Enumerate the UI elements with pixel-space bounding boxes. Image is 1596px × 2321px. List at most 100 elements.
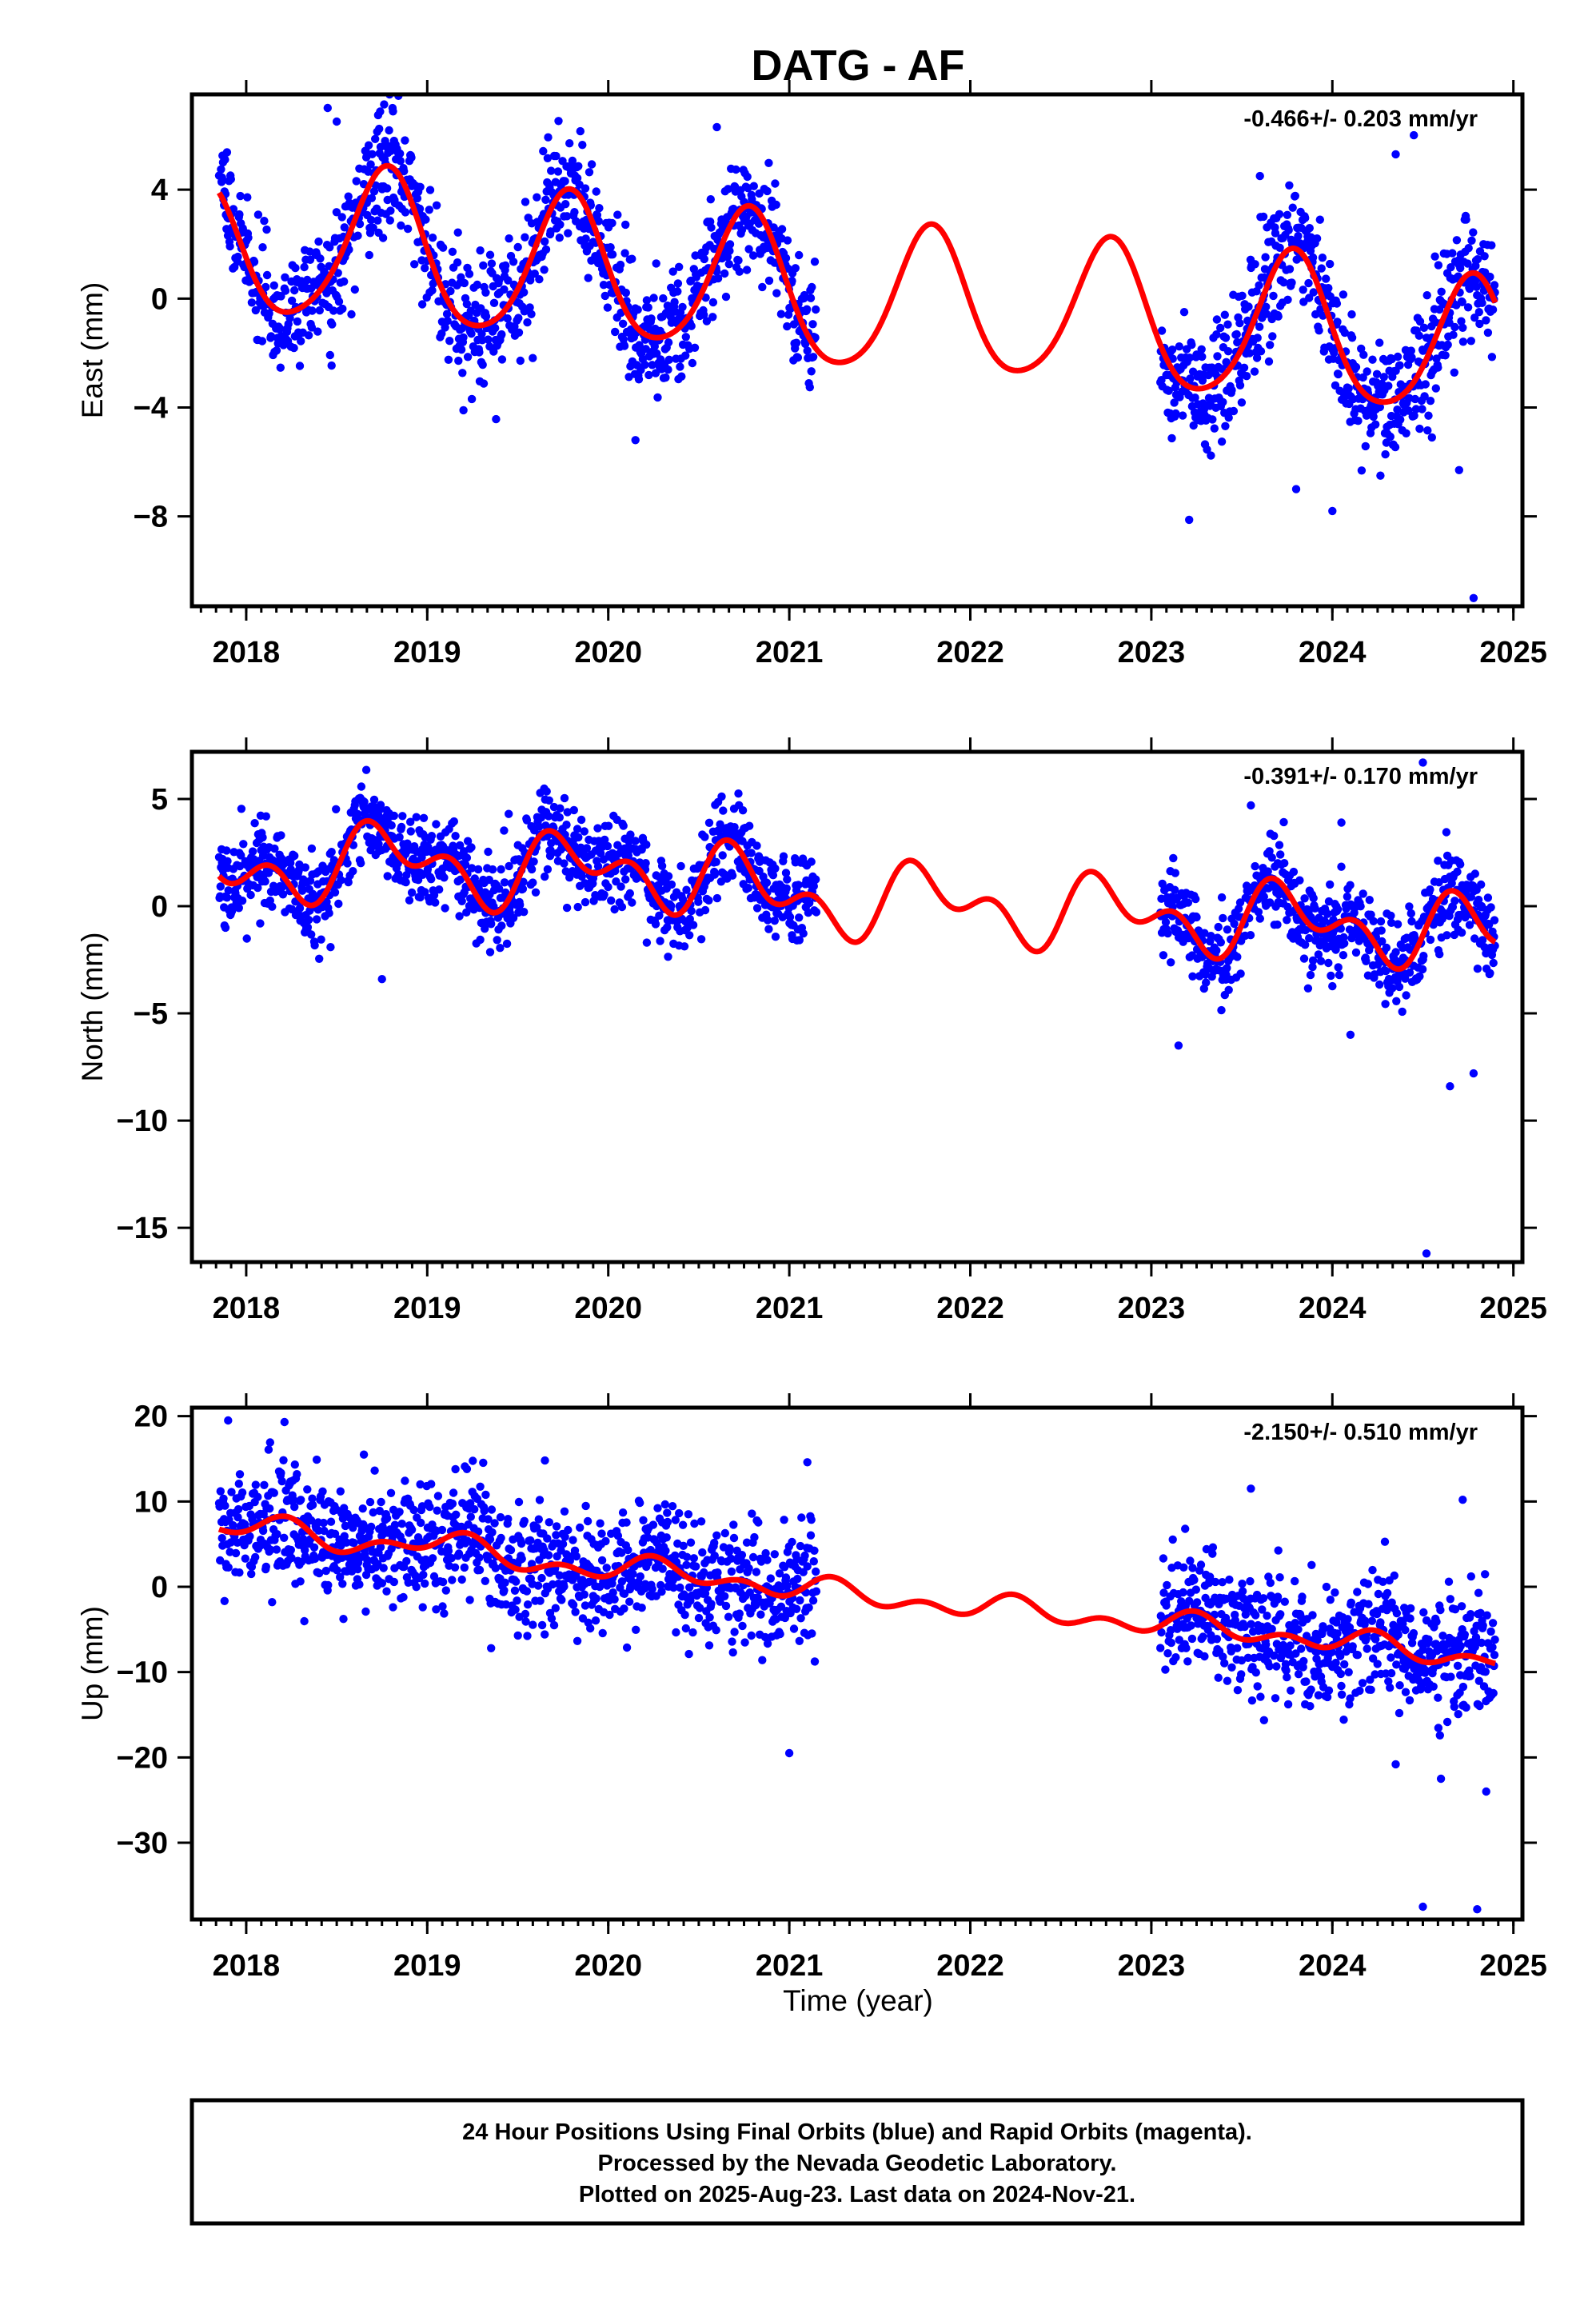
data-point bbox=[504, 1515, 513, 1524]
data-point bbox=[678, 302, 687, 312]
data-point bbox=[456, 841, 465, 850]
data-point bbox=[1185, 515, 1194, 525]
data-point bbox=[1171, 869, 1180, 877]
data-point bbox=[1210, 424, 1219, 433]
data-point bbox=[449, 817, 458, 826]
data-point bbox=[651, 920, 660, 929]
data-point bbox=[338, 1580, 347, 1588]
data-point bbox=[1283, 210, 1292, 219]
data-point bbox=[688, 358, 697, 368]
data-point bbox=[1163, 929, 1172, 938]
data-point bbox=[561, 177, 569, 186]
data-point bbox=[476, 1482, 485, 1492]
data-point bbox=[307, 323, 317, 332]
data-point bbox=[561, 867, 570, 876]
data-point bbox=[406, 817, 415, 826]
data-point bbox=[604, 882, 612, 892]
y-tick-label: 5 bbox=[151, 783, 168, 817]
data-point bbox=[403, 839, 412, 848]
data-point bbox=[355, 1580, 364, 1589]
data-point bbox=[397, 822, 406, 832]
data-point bbox=[724, 1612, 733, 1621]
data-point bbox=[376, 107, 385, 116]
data-point bbox=[1167, 958, 1175, 967]
data-point bbox=[317, 935, 325, 944]
data-point bbox=[802, 305, 812, 314]
data-point bbox=[403, 224, 413, 234]
data-point bbox=[465, 270, 474, 278]
data-point bbox=[1188, 972, 1197, 981]
data-point bbox=[669, 1583, 678, 1592]
data-point bbox=[256, 919, 265, 928]
data-point bbox=[325, 909, 333, 917]
data-point bbox=[253, 1492, 262, 1501]
data-point bbox=[597, 1529, 606, 1538]
data-point bbox=[312, 1455, 321, 1464]
data-point bbox=[1422, 291, 1431, 300]
data-point bbox=[780, 1516, 788, 1524]
data-point bbox=[649, 294, 658, 302]
plot-area bbox=[214, 758, 1499, 1258]
data-point bbox=[1478, 936, 1487, 945]
data-point bbox=[425, 206, 433, 214]
data-point bbox=[1185, 354, 1195, 362]
data-point bbox=[728, 1637, 736, 1646]
data-point bbox=[445, 337, 454, 346]
data-point bbox=[425, 1502, 434, 1512]
data-point bbox=[1324, 284, 1333, 293]
data-point bbox=[522, 1587, 532, 1596]
data-point bbox=[376, 1543, 385, 1552]
data-point bbox=[290, 851, 299, 861]
data-point bbox=[1464, 244, 1473, 253]
data-point bbox=[281, 286, 290, 295]
data-point bbox=[707, 1600, 716, 1608]
data-point bbox=[513, 1631, 522, 1640]
data-point bbox=[770, 917, 779, 925]
data-point bbox=[664, 366, 672, 374]
data-point bbox=[360, 797, 369, 806]
data-point bbox=[1179, 1563, 1188, 1572]
data-point bbox=[1398, 1007, 1406, 1017]
data-point bbox=[521, 1617, 530, 1626]
data-point bbox=[1339, 951, 1348, 960]
data-point bbox=[671, 1551, 680, 1560]
data-point bbox=[1223, 320, 1232, 329]
data-point bbox=[377, 1579, 387, 1588]
data-point bbox=[1332, 299, 1342, 308]
data-point bbox=[564, 229, 573, 238]
data-point bbox=[264, 1445, 273, 1454]
data-point bbox=[1443, 340, 1452, 350]
data-point bbox=[258, 833, 267, 842]
data-point bbox=[1474, 895, 1483, 905]
data-point bbox=[685, 1583, 694, 1592]
data-point bbox=[485, 875, 493, 885]
data-point bbox=[389, 811, 398, 821]
data-point bbox=[1386, 432, 1395, 441]
data-point bbox=[448, 247, 457, 256]
data-point bbox=[304, 331, 313, 340]
data-point bbox=[325, 243, 334, 252]
data-point bbox=[727, 1554, 736, 1564]
data-point bbox=[1473, 965, 1482, 973]
data-point bbox=[521, 198, 530, 206]
data-point bbox=[503, 314, 512, 323]
data-point bbox=[1401, 974, 1410, 983]
data-point bbox=[1178, 411, 1187, 420]
data-point bbox=[1233, 953, 1242, 961]
data-point bbox=[368, 150, 377, 158]
data-point bbox=[437, 329, 446, 338]
data-point bbox=[716, 820, 724, 829]
data-point bbox=[1434, 261, 1443, 270]
data-point bbox=[453, 258, 462, 267]
data-point bbox=[1421, 380, 1430, 389]
data-point bbox=[1216, 323, 1225, 333]
data-point bbox=[1206, 1572, 1215, 1581]
data-point bbox=[571, 1608, 580, 1616]
data-point bbox=[1359, 373, 1367, 382]
data-point bbox=[1171, 885, 1179, 894]
data-point bbox=[612, 877, 620, 886]
data-point bbox=[593, 824, 602, 833]
data-point bbox=[1487, 353, 1497, 362]
data-point bbox=[554, 117, 563, 126]
data-point bbox=[710, 1538, 719, 1548]
